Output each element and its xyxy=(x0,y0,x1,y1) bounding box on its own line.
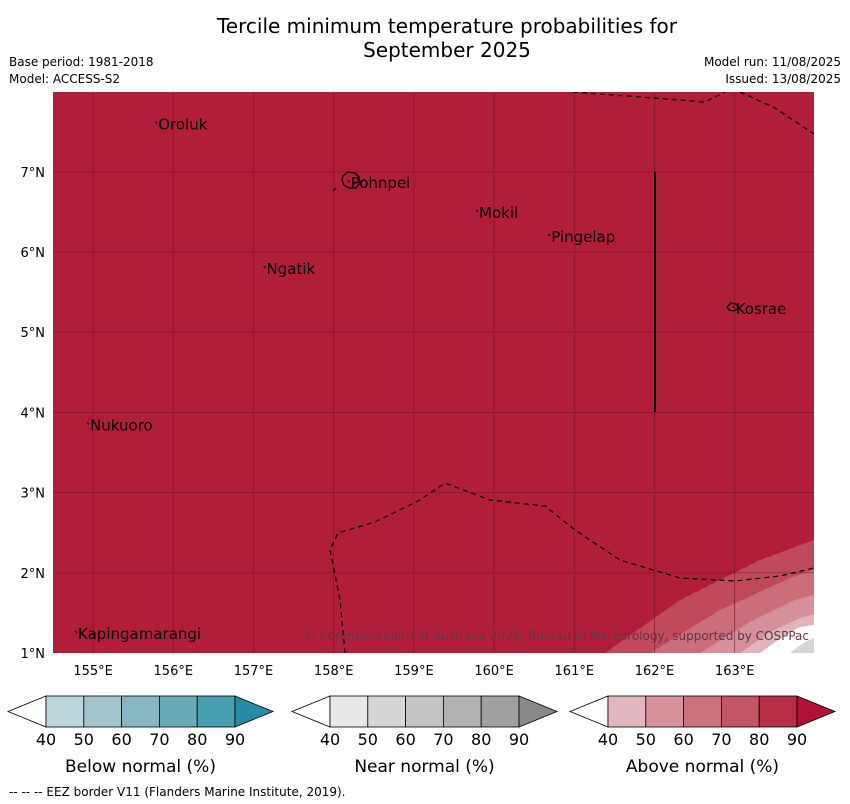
colorbar-tick-label: 80 xyxy=(749,730,769,749)
colorbar-tick-label: 40 xyxy=(598,730,618,749)
lat-tick-label: 1°N xyxy=(21,647,46,662)
title-line-2: September 2025 xyxy=(363,38,531,62)
place-label: Nukuoro xyxy=(90,416,153,434)
colorbar-segment xyxy=(442,695,482,728)
colorbar-segment xyxy=(758,695,798,728)
pohnpei-island xyxy=(341,171,361,189)
lon-tick-label: 161°E xyxy=(555,664,595,679)
meta-right: Model run: 11/08/2025 Issued: 13/08/2025 xyxy=(704,54,841,88)
lon-tick-label: 159°E xyxy=(394,664,434,679)
title-line-1: Tercile minimum temperature probabilitie… xyxy=(216,14,678,38)
colorbar-title: Below normal (%) xyxy=(65,757,216,777)
pohnpei-islet xyxy=(332,187,337,192)
place-label: Pohnpei xyxy=(351,174,411,192)
colorbar-tick-label: 40 xyxy=(36,730,56,749)
lat-tick-label: 5°N xyxy=(21,326,46,341)
colorbar-tick-label: 80 xyxy=(187,730,207,749)
place-marker xyxy=(154,121,158,125)
graticule xyxy=(53,92,814,653)
colorbar-tick-label: 80 xyxy=(471,730,491,749)
colorbar-tick-label: 50 xyxy=(358,730,378,749)
model-name: Model: ACCESS-S2 xyxy=(9,72,121,86)
colorbar-tick-label: 50 xyxy=(74,730,94,749)
place-marker xyxy=(86,422,90,425)
place-marker xyxy=(347,179,351,183)
lon-tick-label: 160°E xyxy=(474,664,514,679)
colorbar-tick-label: 50 xyxy=(636,730,656,749)
colorbar-tick-label: 60 xyxy=(673,730,693,749)
colorbar-segment xyxy=(158,695,198,728)
model-run: Model run: 11/08/2025 xyxy=(703,55,841,69)
place-marker xyxy=(475,209,479,213)
base-period: Base period: 1981-2018 xyxy=(9,55,154,69)
place-label: Kosrae xyxy=(736,300,787,318)
colorbar-segment xyxy=(683,695,722,728)
place-label: Mokil xyxy=(479,204,518,222)
colorbar-tick-label: 70 xyxy=(433,730,453,749)
kosrae-island xyxy=(726,302,740,312)
colorbar-tick-label: 90 xyxy=(509,730,529,749)
colorbar-segment xyxy=(480,695,520,728)
colorbar-tick-label: 90 xyxy=(787,730,807,749)
colorbar-max-extension xyxy=(796,695,837,728)
colorbar: 40 50 60 70 80 90 Above normal (%) xyxy=(568,695,837,777)
colorbar-tick-label: 90 xyxy=(225,730,245,749)
probability-field xyxy=(53,92,814,653)
near-normal-band-grey xyxy=(790,638,814,653)
eez-border xyxy=(329,92,814,653)
lon-tick-label: 163°E xyxy=(715,664,755,679)
colorbar-title: Near normal (%) xyxy=(354,757,494,777)
place-marker xyxy=(263,265,266,269)
colorbar-segment xyxy=(45,695,85,728)
place-label: Pingelap xyxy=(551,228,615,246)
lat-tick-label: 7°N xyxy=(21,166,46,181)
lat-tick-label: 4°N xyxy=(21,406,46,421)
colorbar-tick-label: 70 xyxy=(711,730,731,749)
lat-tick-label: 6°N xyxy=(21,246,46,261)
colorbar-tick-label: 70 xyxy=(149,730,169,749)
map-title: Tercile minimum temperature probabilitie… xyxy=(0,14,850,62)
colorbar-tick-label: 40 xyxy=(320,730,340,749)
lon-tick-label: 162°E xyxy=(635,664,675,679)
lon-tick-label: 156°E xyxy=(154,664,194,679)
colorbar-segment xyxy=(329,695,369,728)
colorbar-segment xyxy=(367,695,406,728)
place-label: Kapingamarangi xyxy=(78,625,201,643)
copyright-notice: © Commonwealth of Australia 2025, Bureau… xyxy=(304,629,809,643)
lon-tick-label: 157°E xyxy=(234,664,274,679)
place-label: Oroluk xyxy=(158,116,207,134)
colorbar-segment xyxy=(405,695,444,728)
place-marker xyxy=(74,630,78,634)
colorbar-segment xyxy=(607,695,647,728)
lat-tick-label: 2°N xyxy=(21,567,46,582)
colorbar-segment xyxy=(121,695,160,728)
lon-tick-label: 155°E xyxy=(73,664,113,679)
place-label: Ngatik xyxy=(267,260,316,278)
colorbar-max-extension xyxy=(518,695,559,728)
issued-date: Issued: 13/08/2025 xyxy=(725,72,841,86)
colorbar-segment xyxy=(721,695,760,728)
colorbar-tick-label: 60 xyxy=(395,730,415,749)
colorbar-max-extension xyxy=(234,695,275,728)
lon-tick-label: 158°E xyxy=(314,664,354,679)
colorbar: 40 50 60 70 80 90 Below normal (%) xyxy=(6,695,275,777)
colorbar: 40 50 60 70 80 90 Near normal (%) xyxy=(290,695,559,777)
colorbar-min-extension xyxy=(568,695,609,728)
colorbar-tick-label: 60 xyxy=(111,730,131,749)
eez-footnote: -- -- -- EEZ border V11 (Flanders Marine… xyxy=(9,785,346,799)
colorbar-min-extension xyxy=(6,695,47,728)
colorbar-segment xyxy=(196,695,236,728)
colorbar-min-extension xyxy=(290,695,331,728)
colorbar-title: Above normal (%) xyxy=(626,757,779,777)
colorbar-segment xyxy=(83,695,123,728)
meta-left: Base period: 1981-2018 Model: ACCESS-S2 xyxy=(9,54,154,88)
colorbar-segment xyxy=(645,695,684,728)
place-marker xyxy=(732,305,736,309)
place-marker xyxy=(547,233,551,237)
lat-tick-label: 3°N xyxy=(21,487,46,502)
